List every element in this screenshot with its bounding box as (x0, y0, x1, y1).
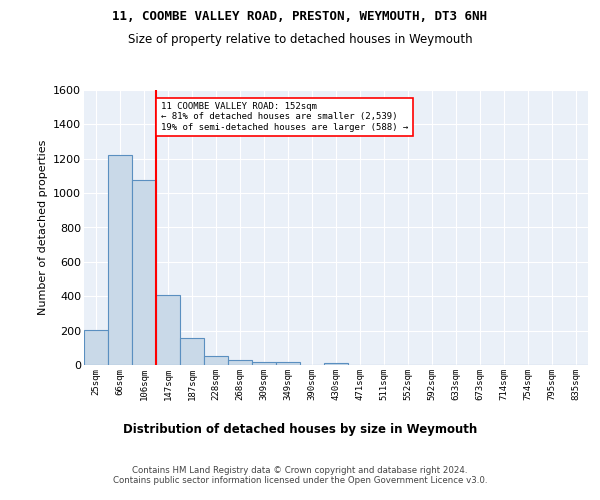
Bar (228, 360, 252, 365)
Text: Size of property relative to detached houses in Weymouth: Size of property relative to detached ho… (128, 32, 472, 46)
Bar (156, 294, 180, 365)
Bar (132, 180, 156, 365)
Text: 11, COOMBE VALLEY ROAD, PRESTON, WEYMOUTH, DT3 6NH: 11, COOMBE VALLEY ROAD, PRESTON, WEYMOUT… (113, 10, 487, 23)
Y-axis label: Number of detached properties: Number of detached properties (38, 140, 47, 315)
Text: Distribution of detached houses by size in Weymouth: Distribution of detached houses by size … (123, 422, 477, 436)
Bar (84, 330, 108, 365)
Bar (108, 156, 132, 365)
Bar (324, 363, 348, 365)
Bar (252, 362, 276, 365)
Text: 11 COOMBE VALLEY ROAD: 152sqm
← 81% of detached houses are smaller (2,539)
19% o: 11 COOMBE VALLEY ROAD: 152sqm ← 81% of d… (161, 102, 408, 132)
Bar (180, 338, 204, 365)
Text: Contains HM Land Registry data © Crown copyright and database right 2024.
Contai: Contains HM Land Registry data © Crown c… (113, 466, 487, 485)
Bar (204, 356, 228, 365)
Bar (276, 362, 300, 365)
